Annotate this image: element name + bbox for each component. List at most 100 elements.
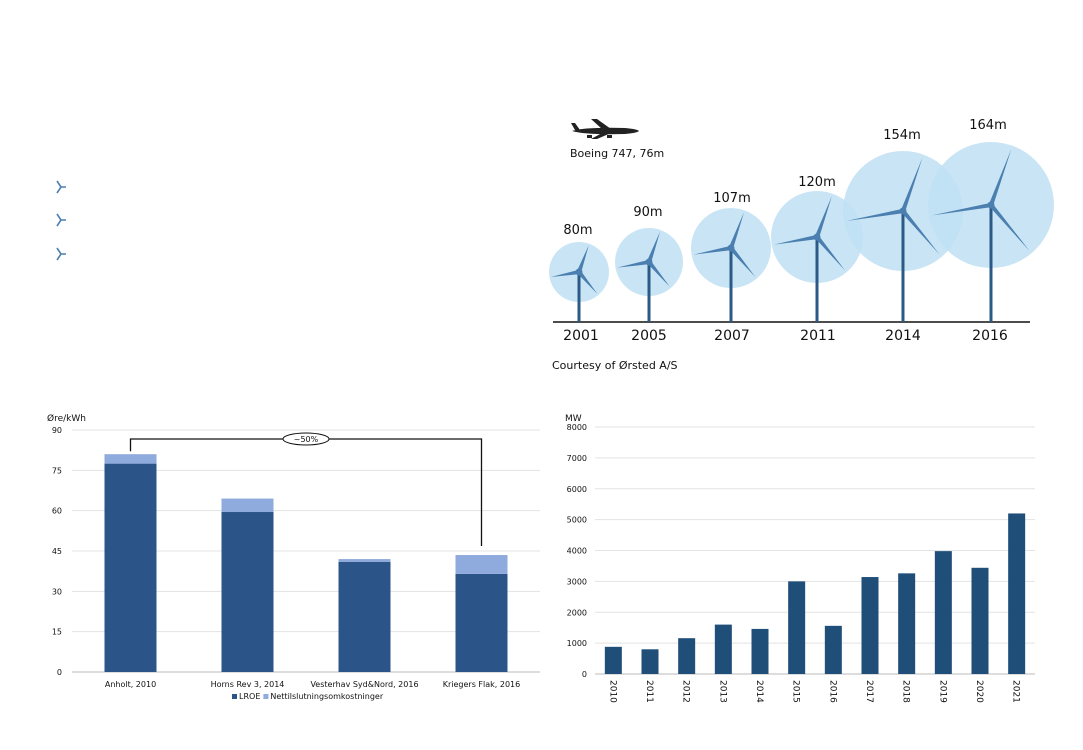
x-tick-label: 2018 <box>901 680 911 703</box>
x-tick-label: 2014 <box>754 680 764 703</box>
turbine-blade <box>577 270 598 294</box>
turbine-year-label: 2016 <box>972 328 1008 344</box>
turbine-size-label: 154m <box>883 128 921 143</box>
turbine-blade <box>646 231 661 263</box>
turbine-blade <box>773 234 818 245</box>
turbine-hub <box>727 244 735 252</box>
bar <box>604 646 622 674</box>
turbine-tower <box>989 205 993 322</box>
turbine-blade <box>617 259 650 268</box>
y-tick-label: 8000 <box>567 423 587 432</box>
y-tick-label: 0 <box>57 668 62 677</box>
bar <box>971 567 989 674</box>
bar <box>714 624 732 674</box>
wind-turbine-icon <box>928 142 1054 322</box>
turbine-size-illustration: Boeing 747, 76m Courtesy of Ørsted A/S 8… <box>549 118 1054 372</box>
turbine-bullet-icon <box>56 247 66 261</box>
wind-turbine-icon <box>691 208 771 322</box>
turbine-blade <box>900 157 923 212</box>
airplane-icon <box>571 119 639 139</box>
x-tick-label: 2012 <box>681 680 691 703</box>
bar <box>898 573 916 674</box>
turbine-drawing <box>549 119 1054 323</box>
x-tick-label: Anholt, 2010 <box>105 680 156 689</box>
y-tick-label: 15 <box>52 628 62 637</box>
turbine-hub <box>813 233 821 241</box>
turbine-blade <box>728 212 744 249</box>
y-tick-label: 7000 <box>567 454 587 463</box>
wind-turbine-icon <box>771 191 863 322</box>
x-tick-label: 2020 <box>974 680 984 703</box>
bar-segment <box>338 561 391 672</box>
y-tick-label: 45 <box>52 547 62 556</box>
x-tick-label: 2015 <box>791 680 801 703</box>
turbine-hub <box>899 207 907 215</box>
bar <box>678 638 696 674</box>
x-tick-label: 2021 <box>1011 680 1021 703</box>
turbine-blade <box>988 148 1012 206</box>
bar-segment <box>455 555 508 574</box>
turbine-blade <box>576 245 589 273</box>
turbine-size-label: 164m <box>969 118 1007 133</box>
bar <box>824 625 842 674</box>
turbine-year-label: 2007 <box>714 328 750 344</box>
y-tick-label: 3000 <box>567 577 587 586</box>
plane-label: Boeing 747, 76m <box>570 147 665 160</box>
y-tick-label: 5000 <box>567 516 587 525</box>
x-tick-label: 2017 <box>864 680 874 703</box>
y-tick-label: 6000 <box>567 485 587 494</box>
bar <box>751 628 769 674</box>
y-tick-label: 90 <box>52 426 62 435</box>
y-axis-label: Øre/kWh <box>47 413 86 424</box>
turbine-hub <box>987 201 995 209</box>
bar <box>641 649 659 674</box>
annotation-bracket <box>129 438 483 547</box>
bar-segment <box>104 454 157 464</box>
credit-text: Courtesy of Ørsted A/S <box>552 359 678 372</box>
turbine-blade <box>647 260 670 287</box>
bar-segment <box>455 573 508 672</box>
x-tick-label: Horns Rev 3, 2014 <box>211 680 285 689</box>
turbine-year-label: 2001 <box>563 328 599 344</box>
x-tick-label: Kriegers Flak, 2016 <box>443 680 520 689</box>
turbine-blade <box>729 246 756 278</box>
turbine-blade <box>814 195 832 238</box>
turbine-tower <box>577 272 581 322</box>
x-tick-label: 2010 <box>607 680 617 703</box>
bar <box>788 581 806 674</box>
turbine-blade <box>550 269 580 277</box>
x-tick-label: Vesterhav Syd&Nord, 2016 <box>310 680 418 689</box>
y-tick-label: 1000 <box>567 639 587 648</box>
x-tick-label: 2016 <box>827 680 837 703</box>
wind-turbine-icon <box>549 242 609 322</box>
turbine-hub <box>575 268 583 276</box>
turbine-year-label: 2011 <box>800 328 836 344</box>
turbine-bullet-icon <box>56 180 66 194</box>
turbine-blade <box>815 235 846 271</box>
turbine-year-label: 2005 <box>631 328 667 344</box>
y-tick-label: 30 <box>52 587 62 596</box>
turbine-size-label: 80m <box>563 223 593 238</box>
turbine-bullet-icon <box>56 213 66 227</box>
turbine-blade <box>932 202 992 216</box>
y-tick-label: 0 <box>582 670 587 679</box>
legend-swatch <box>263 694 269 699</box>
y-tick-label: 4000 <box>567 547 587 556</box>
turbine-blade <box>989 203 1030 251</box>
turbine-tower <box>815 237 819 322</box>
capacity-bar-chart: MW 0 1000 2000 3000 4000 5000 6000 7000 8000 2010… <box>565 414 1035 703</box>
turbine-hub <box>645 258 653 266</box>
turbine-tower <box>647 262 651 322</box>
bar-segment <box>221 512 274 672</box>
turbine-size-label: 107m <box>713 191 751 206</box>
lcoe-stacked-bar-chart: Øre/kWh 0 15 30 45 60 75 90 Anholt, 2010 Horns R… <box>47 413 540 701</box>
turbine-blade <box>901 209 940 255</box>
annotation-badge <box>282 432 330 446</box>
bar <box>1008 513 1026 674</box>
annotation-label: ~50% <box>294 435 319 444</box>
turbine-tower <box>901 211 905 322</box>
turbine-year-label: 2014 <box>885 328 921 344</box>
bar <box>861 577 879 674</box>
bar-segment <box>221 498 274 513</box>
legend-swatch <box>232 694 237 699</box>
